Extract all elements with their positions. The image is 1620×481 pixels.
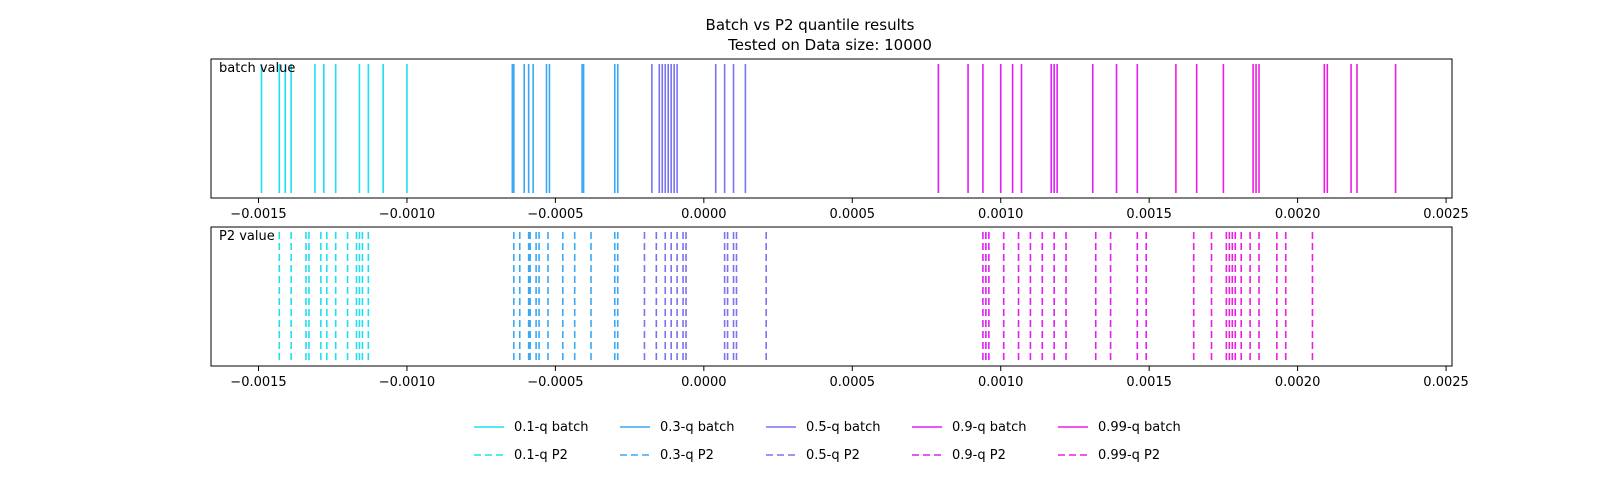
x-tick-label: 0.0025 [1423, 375, 1469, 390]
chart-title: Batch vs P2 quantile results [706, 16, 915, 34]
x-tick-label: 0.0015 [1126, 207, 1172, 222]
legend-item: 0.99-q P2 [1058, 448, 1160, 463]
series-5 [1175, 64, 1397, 193]
chart-subtitle: Tested on Data size: 10000 [727, 36, 932, 54]
legend-label: 0.1-q batch [514, 420, 588, 435]
legend-item: 0.9-q P2 [912, 448, 1006, 463]
series-3 [643, 232, 767, 361]
series-1 [260, 64, 408, 193]
x-tick-label: 0.0005 [830, 207, 876, 222]
legend-label: 0.5-q P2 [806, 448, 860, 463]
x-tick-label: 0.0010 [978, 207, 1024, 222]
legend-item: 0.99-q batch [1058, 420, 1181, 435]
series-1 [278, 232, 370, 361]
series-2 [511, 64, 619, 193]
x-tick-label: 0.0010 [978, 375, 1024, 390]
axes-frame [210, 58, 1453, 199]
x-tick-label: −0.0010 [379, 375, 435, 390]
legend-label: 0.99-q batch [1098, 420, 1181, 435]
legend: 0.1-q batch 0.3-q batch 0.5-q batch 0.9-q b… [474, 420, 1181, 463]
x-tick-label: 0.0015 [1126, 375, 1172, 390]
panel-label: P2 value [219, 229, 275, 244]
panel-label: batch value [219, 61, 295, 76]
x-tick-label: −0.0005 [527, 207, 583, 222]
x-tick-label: −0.0005 [527, 375, 583, 390]
legend-item: 0.1-q P2 [474, 448, 568, 463]
p2-value-panel: P2 value −0.0015 −0.0010 −0.0005 0.0000 0.000… [210, 226, 1469, 390]
series-4 [937, 64, 1139, 193]
series-4 [982, 232, 1148, 361]
x-tick-label: 0.0005 [830, 375, 876, 390]
legend-label: 0.1-q P2 [514, 448, 568, 463]
x-tick-label: −0.0010 [379, 207, 435, 222]
x-tick-label: −0.0015 [230, 375, 286, 390]
legend-item: 0.3-q P2 [620, 448, 714, 463]
legend-item: 0.1-q batch [474, 420, 588, 435]
x-tick-label: 0.0025 [1423, 207, 1469, 222]
legend-item: 0.5-q P2 [766, 448, 860, 463]
series-5 [1192, 232, 1314, 361]
series-3 [651, 64, 747, 193]
batch-value-panel: batch value −0.0015 −0.0010 −0.0005 0.0000 0.… [210, 58, 1469, 222]
x-tick-label: 0.0020 [1275, 207, 1321, 222]
legend-label: 0.9-q batch [952, 420, 1026, 435]
x-tick-label: 0.0000 [681, 375, 727, 390]
legend-label: 0.99-q P2 [1098, 448, 1160, 463]
x-tick-label: −0.0015 [230, 207, 286, 222]
x-tick-label: 0.0000 [681, 207, 727, 222]
legend-label: 0.3-q batch [660, 420, 734, 435]
legend-item: 0.3-q batch [620, 420, 734, 435]
legend-label: 0.9-q P2 [952, 448, 1006, 463]
legend-label: 0.5-q batch [806, 420, 880, 435]
legend-item: 0.9-q batch [912, 420, 1026, 435]
legend-item: 0.5-q batch [766, 420, 880, 435]
axes-frame [210, 226, 1453, 367]
x-tick-label: 0.0020 [1275, 375, 1321, 390]
series-2 [513, 232, 619, 361]
legend-label: 0.3-q P2 [660, 448, 714, 463]
